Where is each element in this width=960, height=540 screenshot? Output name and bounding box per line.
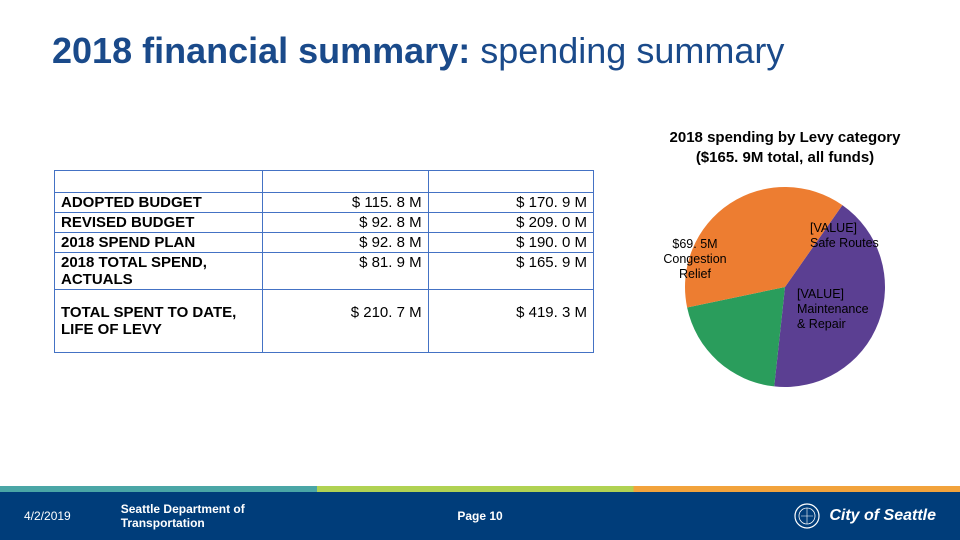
- row-label: TOTAL SPENT TO DATE, LIFE OF LEVY: [55, 290, 263, 353]
- row-label: REVISED BUDGET: [55, 213, 263, 233]
- title-bold: 2018 financial summary:: [52, 30, 470, 71]
- footer-dept: Seattle Department of Transportation: [121, 502, 245, 531]
- footer-logo: City of Seattle: [793, 502, 936, 530]
- th-all-funds: ALL FUNDS: [428, 171, 593, 193]
- cell-move-seattle: $ 210. 7 M: [263, 290, 428, 353]
- table-row: ADOPTED BUDGET$ 115. 8 M$ 170. 9 M: [55, 193, 594, 213]
- cell-move-seattle: $ 92. 8 M: [263, 233, 428, 253]
- table-row: TOTAL SPENT TO DATE, LIFE OF LEVY$ 210. …: [55, 290, 594, 353]
- table-row: 2018 TOTAL SPEND, ACTUALS$ 81. 9 M$ 165.…: [55, 253, 594, 290]
- budget-table: MOVE SEATTLE ALL FUNDS ADOPTED BUDGET$ 1…: [54, 170, 594, 353]
- th-move-seattle: MOVE SEATTLE: [263, 171, 428, 193]
- footer-bar: 4/2/2019 Seattle Department of Transport…: [0, 492, 960, 540]
- cell-move-seattle: $ 81. 9 M: [263, 253, 428, 290]
- row-label: ADOPTED BUDGET: [55, 193, 263, 213]
- pie-wrap: $69. 5MCongestionRelief[VALUE]Safe Route…: [675, 177, 895, 397]
- cell-move-seattle: $ 92. 8 M: [263, 213, 428, 233]
- seattle-seal-icon: [793, 502, 821, 530]
- table-row: REVISED BUDGET$ 92. 8 M$ 209. 0 M: [55, 213, 594, 233]
- pie-label-maintenance-repair: [VALUE]Maintenance& Repair: [797, 287, 897, 332]
- levy-pie-chart: 2018 spending by Levy category ($165. 9M…: [640, 128, 930, 397]
- cell-all-funds: $ 209. 0 M: [428, 213, 593, 233]
- footer-date: 4/2/2019: [24, 509, 71, 523]
- cell-all-funds: $ 165. 9 M: [428, 253, 593, 290]
- slide: 2018 financial summary: spending summary…: [0, 0, 960, 540]
- page-title: 2018 financial summary: spending summary: [52, 30, 784, 72]
- table-row: 2018 SPEND PLAN$ 92. 8 M$ 190. 0 M: [55, 233, 594, 253]
- title-light: spending summary: [470, 30, 784, 71]
- table-header-row: MOVE SEATTLE ALL FUNDS: [55, 171, 594, 193]
- pie-label-congestion-relief: $69. 5MCongestionRelief: [645, 237, 745, 282]
- th-blank: [55, 171, 263, 193]
- footer-logo-text: City of Seattle: [829, 507, 936, 525]
- cell-all-funds: $ 190. 0 M: [428, 233, 593, 253]
- footer-page: Page 10: [457, 509, 502, 523]
- pie-label-safe-routes: [VALUE]Safe Routes: [810, 221, 910, 251]
- row-label: 2018 TOTAL SPEND, ACTUALS: [55, 253, 263, 290]
- cell-move-seattle: $ 115. 8 M: [263, 193, 428, 213]
- row-label: 2018 SPEND PLAN: [55, 233, 263, 253]
- chart-title: 2018 spending by Levy category ($165. 9M…: [640, 128, 930, 167]
- cell-all-funds: $ 170. 9 M: [428, 193, 593, 213]
- cell-all-funds: $ 419. 3 M: [428, 290, 593, 353]
